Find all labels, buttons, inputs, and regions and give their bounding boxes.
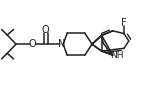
Text: O: O <box>29 39 37 49</box>
Text: N: N <box>58 39 65 49</box>
Text: F: F <box>121 18 127 28</box>
Text: NH: NH <box>110 51 124 60</box>
Text: O: O <box>42 25 49 35</box>
